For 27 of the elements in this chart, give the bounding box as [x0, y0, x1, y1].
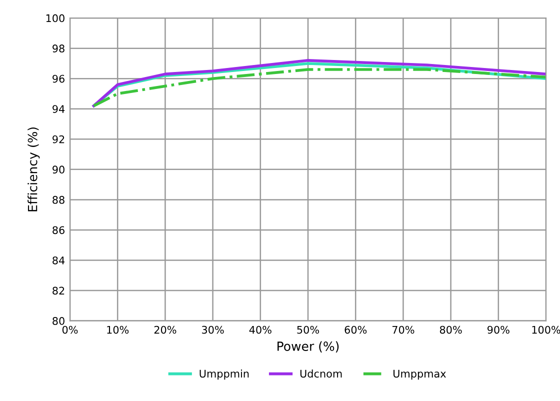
x-axis-title: Power (%)	[278, 341, 339, 352]
y-tick-label: 90	[52, 166, 64, 174]
y-tick-label: 96	[52, 74, 64, 83]
y-tick-label: 82	[52, 286, 64, 295]
legend-label: Udcnom	[300, 370, 342, 378]
y-tick-label: 92	[52, 135, 64, 144]
y-tick-label: 86	[52, 226, 64, 234]
x-tick-label: 80%	[440, 326, 462, 334]
x-tick-label: 30%	[202, 326, 224, 334]
y-tick-label: 98	[52, 44, 64, 52]
x-tick-label: 0%	[62, 326, 78, 334]
x-tick-label: 10%	[107, 326, 129, 334]
y-tick-label: 80	[52, 317, 64, 325]
y-tick-label: 94	[52, 105, 65, 113]
legend-label: Umppmin	[200, 370, 249, 380]
y-tick-label: 88	[52, 196, 64, 204]
x-tick-label: 50%	[297, 326, 319, 334]
legend-label: Umppmax	[394, 370, 446, 380]
x-tick-label: 20%	[154, 326, 176, 334]
x-tick-label: 100%	[532, 326, 560, 334]
x-tick-label: 90%	[487, 326, 510, 334]
y-tick-label: 100	[46, 14, 64, 22]
y-axis-title: Efficiency (%)	[28, 127, 40, 212]
y-tick-label: 84	[52, 256, 65, 264]
x-tick-label: 60%	[344, 326, 367, 334]
x-tick-label: 40%	[249, 326, 272, 334]
x-tick-label: 70%	[392, 326, 414, 334]
